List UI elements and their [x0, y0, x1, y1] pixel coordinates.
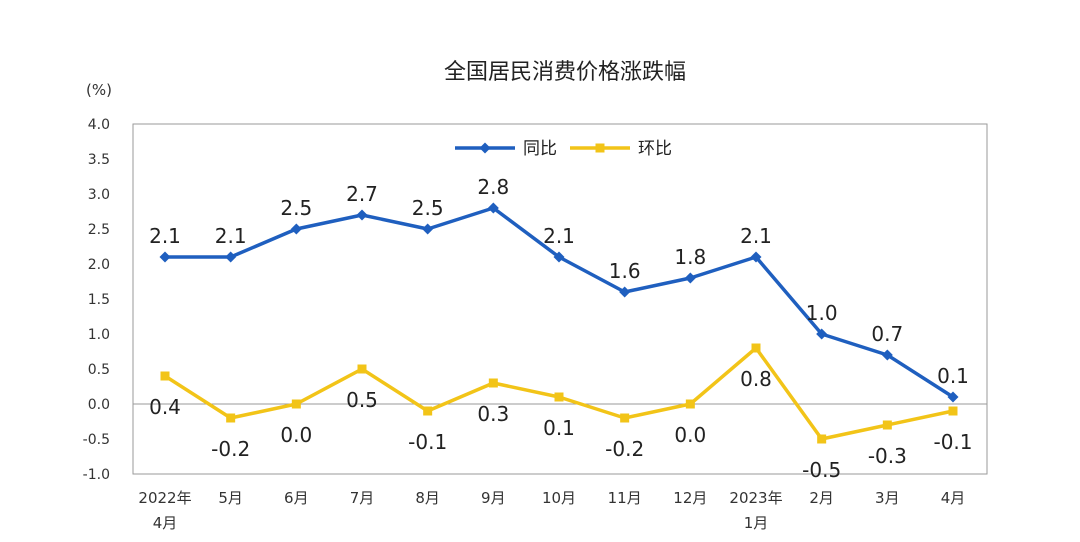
y-tick-label: 3.0	[88, 187, 110, 203]
x-tick-label: 6月	[284, 489, 309, 507]
y-tick-label: 3.5	[88, 152, 110, 168]
x-tick-label: 10月	[542, 489, 576, 507]
x-tick-label: 3月	[875, 489, 900, 507]
data-label: 0.3	[477, 402, 509, 426]
y-tick-label: 4.0	[88, 117, 110, 133]
data-point	[817, 434, 827, 444]
data-label: 2.5	[412, 196, 444, 220]
data-label: 0.0	[674, 423, 706, 447]
data-point	[881, 349, 893, 361]
x-tick-label: 7月	[350, 489, 375, 507]
data-point	[816, 328, 828, 340]
data-label: 0.4	[149, 395, 181, 419]
data-point	[620, 413, 630, 423]
y-tick-label: 0.0	[88, 397, 110, 413]
legend-swatch-marker	[479, 142, 491, 154]
data-label: -0.3	[868, 444, 907, 468]
data-point	[684, 272, 696, 284]
chart-title: 全国居民消费价格涨跌幅	[444, 60, 686, 85]
data-label: 0.8	[740, 367, 772, 391]
data-label: -0.1	[408, 430, 447, 454]
x-axis: 2022年 4月 5月 6月 7月 8月 9月 10月 11月 12月 2023年 1月 2月 3月 4月	[138, 489, 965, 532]
x-tick-label: 5月	[218, 489, 243, 507]
x-tick-label: 2022年	[138, 489, 191, 507]
data-point	[423, 406, 433, 416]
data-point	[226, 413, 236, 423]
y-tick-label: 2.0	[88, 257, 110, 273]
data-point	[291, 399, 301, 409]
data-point	[948, 406, 958, 416]
data-label: 2.7	[346, 182, 378, 206]
x-tick-label: 4月	[153, 514, 178, 532]
legend-item: 同比	[455, 139, 557, 159]
data-label: 1.8	[674, 245, 706, 269]
data-point	[357, 364, 367, 374]
data-point	[619, 286, 631, 298]
data-label: -0.2	[605, 437, 644, 461]
y-unit-label: (%)	[86, 81, 112, 99]
data-label: 2.1	[215, 224, 247, 248]
legend: 同比 环比	[455, 139, 672, 159]
data-point	[159, 251, 171, 263]
y-tick-label: 1.0	[88, 327, 110, 343]
data-label: -0.2	[211, 437, 250, 461]
data-label: -0.1	[933, 430, 972, 454]
series-group: 2.1 2.12.52.72.52.82.11.61.82.11.00.70.10…	[149, 175, 972, 482]
y-tick-label: -0.5	[83, 432, 110, 448]
x-tick-label: 8月	[415, 489, 440, 507]
data-label: 0.1	[543, 416, 575, 440]
data-label: 0.1	[937, 364, 969, 388]
legend-item: 环比	[570, 139, 672, 159]
x-tick-label: 4月	[941, 489, 966, 507]
data-point	[947, 391, 959, 403]
series-yoy: 2.1 2.1 2.5 2.7 2.5 2.8 2.1 1.6 1.8 2.1 1.0 0.7 0.1	[149, 175, 969, 403]
x-tick-label: 2023年	[729, 489, 782, 507]
data-label: 0.5	[346, 388, 378, 412]
data-point	[356, 209, 368, 221]
y-tick-label: 0.5	[88, 362, 110, 378]
legend-swatch-marker	[595, 143, 605, 153]
data-point	[422, 223, 434, 235]
data-label: 1.0	[806, 301, 838, 325]
x-tick-label: 12月	[673, 489, 707, 507]
data-point	[553, 251, 565, 263]
data-point	[225, 251, 237, 263]
data-label: 1.6	[609, 259, 641, 283]
data-point	[882, 420, 892, 430]
y-tick-label: 2.5	[88, 222, 110, 238]
series-mom: 0.4 -0.2 0.0 0.5 -0.1 0.3 0.1 -0.2 0.0 0.8 -0.5 -0.…	[149, 343, 973, 482]
data-label: 2.1	[740, 224, 772, 248]
data-point	[750, 251, 762, 263]
data-label: 2.1	[149, 224, 181, 248]
x-tick-label: 9月	[481, 489, 506, 507]
data-label: 2.8	[477, 175, 509, 199]
data-point	[487, 202, 499, 214]
data-label: 0.0	[280, 423, 312, 447]
plot-frame	[132, 123, 988, 475]
data-label: 2.1	[543, 224, 575, 248]
data-point	[554, 392, 564, 402]
legend-label: 同比	[523, 139, 557, 159]
data-point	[290, 223, 302, 235]
y-tick-label: 1.5	[88, 292, 110, 308]
data-label: 0.7	[871, 322, 903, 346]
x-tick-label: 1月	[744, 514, 769, 532]
x-tick-label: 2月	[809, 489, 834, 507]
y-axis: -1.0 -0.5 0.0 0.5 1.0 1.5 2.0 2.5 3.0 3.5 4.0	[83, 117, 110, 483]
data-point	[685, 399, 695, 409]
legend-label: 环比	[638, 139, 672, 159]
data-point	[751, 343, 761, 353]
x-tick-label: 11月	[608, 489, 642, 507]
y-tick-label: -1.0	[83, 467, 110, 483]
data-point	[160, 371, 170, 381]
data-label: 2.5	[280, 196, 312, 220]
data-point	[488, 378, 498, 388]
data-label: -0.5	[802, 458, 841, 482]
